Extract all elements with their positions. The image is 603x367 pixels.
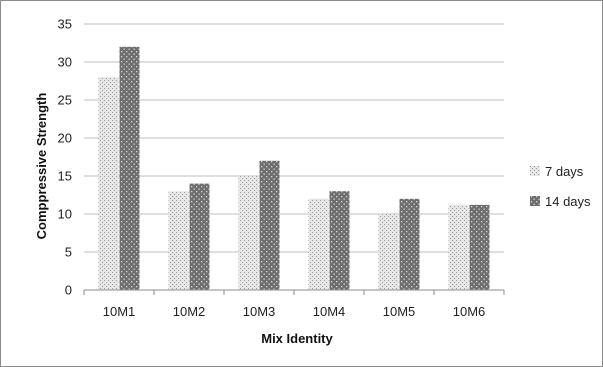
axes xyxy=(83,289,505,295)
bar-series-1 xyxy=(98,77,119,290)
y-tick-label: 15 xyxy=(58,169,72,184)
y-axis-title: Comppressive Strength xyxy=(34,93,49,240)
bar-series-1 xyxy=(448,204,469,290)
legend-label: 14 days xyxy=(545,194,591,209)
x-tick-label: 10M1 xyxy=(103,304,136,319)
x-axis-title: Mix Identity xyxy=(261,331,333,346)
x-tick-label: 10M3 xyxy=(243,304,276,319)
bar-series-2 xyxy=(259,160,280,290)
y-tick-labels: 0 5 10 15 20 25 30 35 xyxy=(58,17,72,298)
bars xyxy=(98,46,490,290)
y-tick-label: 0 xyxy=(65,283,72,298)
y-tick-label: 35 xyxy=(58,17,72,32)
y-tick-label: 25 xyxy=(58,93,72,108)
bar-series-1 xyxy=(308,198,329,290)
bar-series-1 xyxy=(378,214,399,290)
legend-label: 7 days xyxy=(545,164,584,179)
x-tick-label: 10M6 xyxy=(453,304,486,319)
bar-series-2 xyxy=(329,191,350,290)
x-tick-label: 10M2 xyxy=(173,304,206,319)
bar-series-2 xyxy=(189,183,210,290)
y-tick-label: 30 xyxy=(58,55,72,70)
x-tick-label: 10M4 xyxy=(313,304,346,319)
x-tick-label: 10M5 xyxy=(383,304,416,319)
y-tick-label: 5 xyxy=(65,245,72,260)
x-tick-labels: 10M1 10M2 10M3 10M4 10M5 10M6 xyxy=(103,304,486,319)
gridlines xyxy=(84,23,504,253)
legend-swatch xyxy=(530,166,540,176)
y-tick-label: 20 xyxy=(58,131,72,146)
legend-swatch xyxy=(530,196,540,206)
y-tick-label: 10 xyxy=(58,207,72,222)
bar-series-2 xyxy=(399,198,420,290)
bar-series-1 xyxy=(238,176,259,290)
bar-series-2 xyxy=(119,46,140,290)
bar-series-1 xyxy=(168,191,189,290)
bar-series-2 xyxy=(469,204,490,290)
legend: 7 days 14 days xyxy=(530,164,591,209)
